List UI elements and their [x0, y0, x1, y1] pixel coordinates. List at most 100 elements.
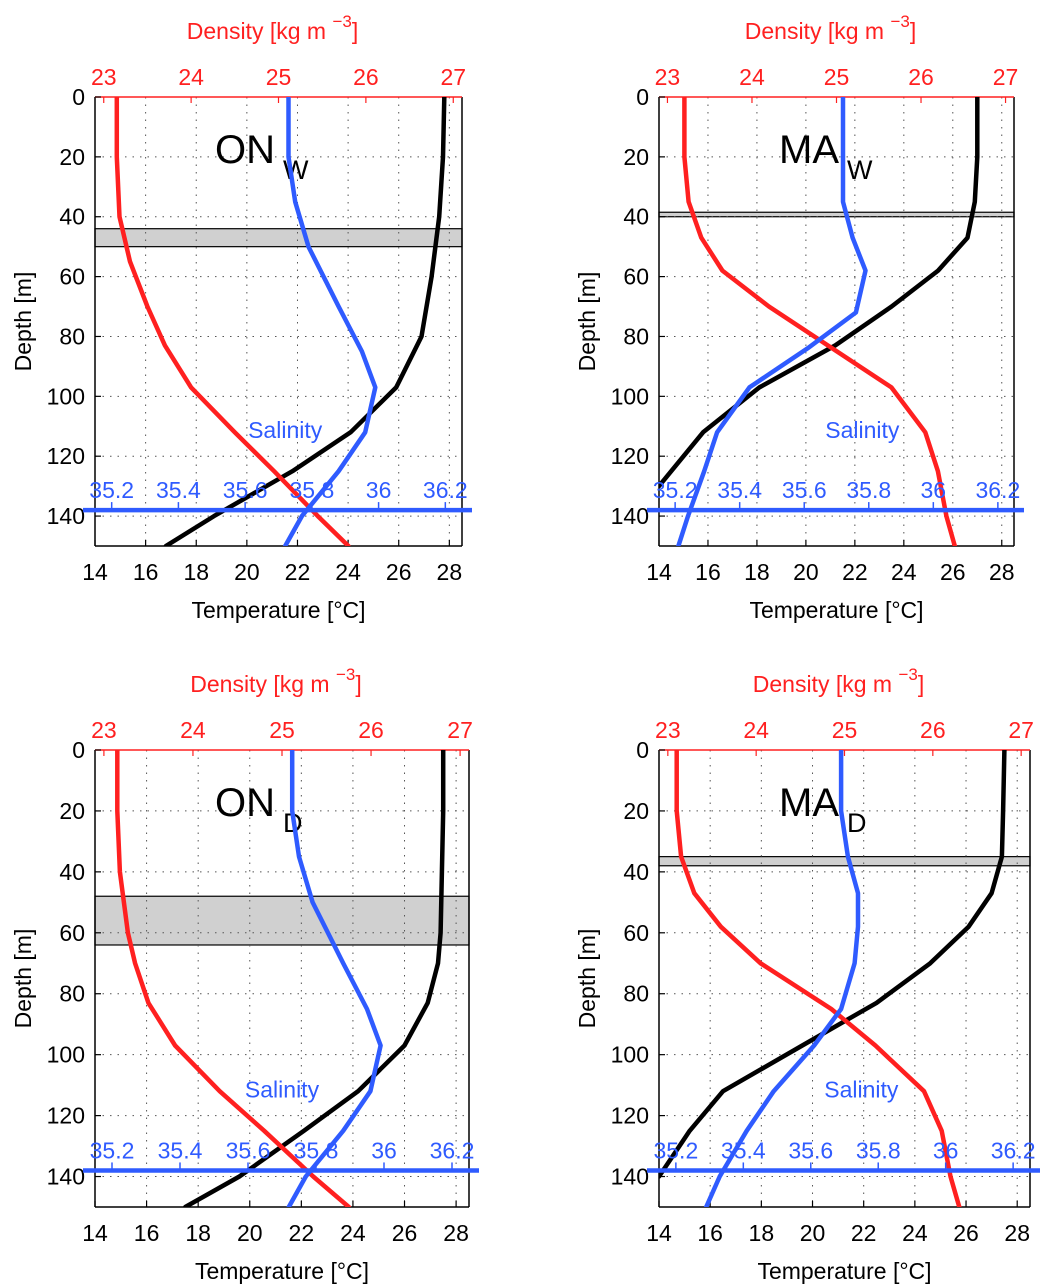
y-tick-label: 120 [611, 1103, 649, 1129]
salinity-tick-label: 36.2 [430, 1137, 475, 1163]
y-tick-label: 80 [623, 323, 649, 349]
density-axis-title-end: ] [352, 18, 358, 44]
density-tick-label: 26 [358, 717, 384, 743]
y-axis-title: Depth [m] [574, 929, 600, 1029]
mixed-layer-band [658, 856, 1031, 867]
density-axis-title: Density [kg m −3] [745, 12, 917, 44]
density-axis-title-end: ] [355, 671, 361, 697]
y-tick-label: 40 [59, 204, 85, 230]
density-axis-title: Density [kg m −3] [190, 665, 362, 697]
salinity-tick-label: 35.4 [156, 477, 201, 503]
density-tick-label: 23 [655, 64, 681, 90]
y-axis-title: Depth [m] [10, 272, 36, 372]
salinity-tick-label: 36.2 [991, 1137, 1036, 1163]
panel-label-text: MA [779, 781, 839, 825]
y-axis-title: Depth [m] [10, 929, 36, 1029]
salinity-label: Salinity [824, 1076, 899, 1102]
density-tick-label: 27 [440, 64, 466, 90]
density-tick-label: 24 [739, 64, 765, 90]
salinity-tick-label: 35.4 [721, 1137, 766, 1163]
x-tick-label: 16 [133, 559, 159, 585]
panel: 14 16 18 20 22 24 26 28 0 20 40 60 80 100 120 140 23 24 25… [10, 12, 472, 623]
salinity-tick-label: 35.8 [846, 477, 891, 503]
density-axis-title-text: Density [kg m [745, 18, 891, 44]
y-tick-label: 0 [636, 84, 649, 110]
y-tick-label: 20 [623, 144, 649, 170]
density-axis-title-text: Density [kg m [187, 18, 333, 44]
density-tick-label: 26 [908, 64, 934, 90]
salinity-tick-label: 35.8 [856, 1137, 901, 1163]
x-tick-label: 20 [800, 1220, 826, 1246]
salinity-tick-label: 36 [366, 477, 392, 503]
x-tick-label: 26 [386, 559, 412, 585]
x-axis-title: Temperature [°C] [757, 1258, 931, 1284]
salinity-label: Salinity [825, 417, 900, 443]
panel-label-subscript: W [847, 155, 873, 185]
series-line-density [115, 750, 352, 1207]
x-tick-label: 18 [183, 559, 209, 585]
salinity-label: Salinity [248, 417, 323, 443]
series-line-temperature [659, 750, 1007, 1179]
panel-label: MA D [779, 781, 867, 838]
x-tick-label: 20 [793, 559, 819, 585]
density-tick-label: 25 [266, 64, 292, 90]
y-tick-label: 100 [47, 1042, 85, 1068]
y-tick-label: 60 [59, 264, 85, 290]
x-tick-label: 26 [392, 1220, 418, 1246]
x-axis-title: Temperature [°C] [749, 597, 923, 623]
mixed-layer-band [94, 895, 470, 946]
density-tick-label: 26 [353, 64, 379, 90]
y-tick-label: 20 [59, 144, 85, 170]
panel-label: MA W [779, 128, 873, 185]
density-axis-title: Density [kg m −3] [187, 12, 359, 44]
y-tick-label: 40 [623, 204, 649, 230]
y-tick-label: 100 [611, 1042, 649, 1068]
density-axis-title-end: ] [918, 671, 924, 697]
density-tick-label: 25 [824, 64, 850, 90]
salinity-tick-label: 35.6 [226, 1137, 271, 1163]
x-tick-label: 22 [285, 559, 311, 585]
curves [115, 750, 446, 1207]
x-axis-title: Temperature [°C] [195, 1258, 369, 1284]
salinity-tick-label: 35.2 [89, 477, 134, 503]
y-tick-label: 0 [72, 737, 85, 763]
x-tick-label: 16 [695, 559, 721, 585]
x-tick-label: 26 [953, 1220, 979, 1246]
y-tick-label: 20 [623, 798, 649, 824]
series-line-density [114, 97, 351, 546]
curves [659, 750, 1007, 1207]
y-axis-title: Depth [m] [574, 272, 600, 372]
x-tick-label: 28 [437, 559, 463, 585]
x-tick-label: 18 [744, 559, 770, 585]
y-tick-label: 80 [59, 323, 85, 349]
salinity-tick-label: 35.4 [717, 477, 762, 503]
y-tick-label: 140 [611, 1164, 649, 1190]
y-tick-label: 60 [623, 264, 649, 290]
x-axis-title: Temperature [°C] [191, 597, 365, 623]
x-tick-label: 28 [443, 1220, 469, 1246]
x-tick-label: 26 [940, 559, 966, 585]
x-tick-label: 28 [989, 559, 1015, 585]
salinity-tick-label: 36 [933, 1137, 959, 1163]
x-tick-label: 14 [82, 1220, 108, 1246]
panel-label-text: MA [779, 128, 839, 172]
x-tick-label: 16 [697, 1220, 723, 1246]
series-line-salinity [286, 750, 383, 1207]
y-tick-label: 0 [636, 737, 649, 763]
salinity-tick-label: 35.4 [158, 1137, 203, 1163]
panel: 14 16 18 20 22 24 26 28 0 20 40 60 80 100 120 140 23 24 25… [574, 665, 1040, 1284]
salinity-tick-label: 35.8 [294, 1137, 339, 1163]
salinity-tick-label: 35.6 [788, 1137, 833, 1163]
x-tick-label: 18 [749, 1220, 775, 1246]
y-tick-label: 140 [47, 1164, 85, 1190]
series-line-salinity [282, 97, 378, 546]
salinity-tick-label: 35.2 [653, 1137, 698, 1163]
x-tick-label: 24 [891, 559, 917, 585]
series-line-density [674, 750, 962, 1207]
panel-label: ON D [215, 781, 303, 838]
density-axis-title-text: Density [kg m [190, 671, 336, 697]
y-tick-label: 100 [611, 383, 649, 409]
x-tick-label: 24 [335, 559, 361, 585]
density-axis-title-exponent: −3 [898, 665, 917, 684]
mixed-layer-band [94, 228, 463, 248]
